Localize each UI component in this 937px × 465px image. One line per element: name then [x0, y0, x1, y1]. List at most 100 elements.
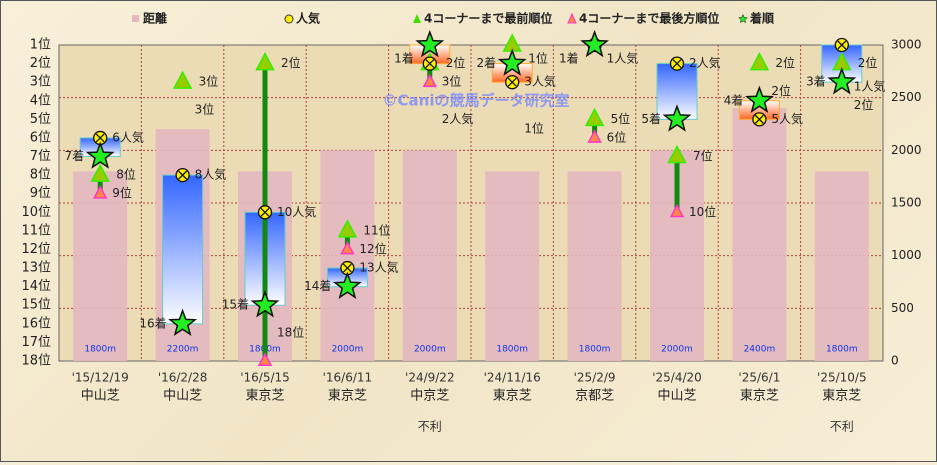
right-tick-label: 500 [891, 301, 914, 315]
x-tick-course: 東京芝 [328, 388, 367, 404]
triangle-marker [669, 203, 685, 218]
rear-position-label: 18位 [277, 325, 304, 340]
left-tick-label: 1位 [30, 38, 51, 53]
left-tick-label: 16位 [21, 316, 51, 331]
distance-label: 2000m [332, 345, 364, 355]
finish-label: 15着 [222, 297, 249, 312]
left-tick-label: 4位 [30, 93, 51, 108]
distance-bar [402, 150, 457, 361]
x-mark-icon [837, 40, 847, 50]
x-tick-date: '25/4/20 [652, 371, 702, 385]
legend-label: 4コーナーまで最前順位 [424, 11, 552, 26]
rear-position-label: 12位 [359, 241, 386, 256]
triangle-marker [337, 219, 358, 238]
star-icon [497, 48, 527, 76]
finish-label: 5着 [641, 111, 661, 126]
distance-label: 1800m [496, 345, 528, 355]
star-icon [744, 85, 774, 114]
left-tick-label: 3位 [30, 75, 51, 90]
triangle-marker [93, 185, 108, 199]
rear-position-label: 10位 [689, 204, 716, 219]
x-tick-course: 東京芝 [493, 388, 532, 404]
popularity-label: 5人気 [771, 111, 803, 126]
left-tick-label: 6位 [30, 130, 51, 145]
distance-label: 1800m [826, 345, 858, 355]
star-icon [580, 29, 610, 58]
distance-label: 2400m [744, 345, 776, 355]
left-tick-label: 17位 [21, 335, 51, 350]
popularity-label: 10人気 [277, 204, 316, 219]
triangle-marker [749, 51, 770, 71]
star-icon [662, 104, 692, 132]
star-icon [415, 29, 445, 58]
right-tick-label: 2000 [891, 143, 922, 157]
legend-label: 距離 [143, 11, 167, 26]
triangle-marker [257, 352, 273, 366]
distance-bar [73, 171, 128, 361]
x-tick-date: '16/6/11 [323, 371, 373, 385]
right-tick-label: 2500 [891, 90, 922, 104]
x-mark-icon [342, 263, 352, 273]
left-tick-label: 7位 [30, 149, 51, 164]
distance-bar [485, 171, 540, 361]
legend-star-icon [738, 13, 748, 24]
distance-label: 2000m [661, 345, 693, 355]
x-tick-course: 中山芝 [81, 388, 120, 404]
star-icon [332, 271, 362, 299]
rear-position-label: 6位 [607, 129, 627, 144]
finish-label: 4着 [724, 92, 744, 107]
star-icon [827, 67, 857, 95]
x-mark-icon [178, 170, 188, 180]
left-tick-label: 9位 [30, 186, 51, 201]
front-position-label: 2位 [775, 55, 795, 70]
finish-label: 3着 [806, 74, 826, 89]
legend-label: 人気 [296, 11, 320, 26]
x-tick-course: 京都芝 [575, 388, 614, 404]
rear-position-label: 3位 [195, 102, 215, 117]
left-tick-label: 5位 [30, 112, 51, 127]
x-mark-icon [425, 59, 435, 69]
popularity-label: 1人気 [854, 79, 886, 94]
front-position-label: 2位 [446, 55, 466, 70]
x-tick-date: '25/6/1 [738, 371, 780, 385]
legend-square-icon [132, 15, 139, 22]
left-tick-label: 8位 [30, 168, 51, 183]
distance-label: 2000m [414, 345, 446, 355]
distance-label: 1800m [579, 345, 611, 355]
x-tick-course: 東京芝 [822, 388, 861, 404]
popularity-label: 8人気 [195, 167, 227, 182]
right-tick-label: 1000 [891, 248, 922, 262]
x-tick-date: '25/2/9 [574, 371, 616, 385]
left-tick-label: 15位 [21, 298, 51, 313]
x-tick-date: '16/2/28 [158, 371, 208, 385]
x-tick-course: 東京芝 [740, 388, 779, 404]
popularity-label: 13人気 [359, 260, 398, 275]
star-icon [168, 308, 198, 337]
legend-triangle-icon [567, 12, 577, 24]
x-mark-icon [260, 207, 270, 217]
finish-label: 1着 [394, 51, 414, 66]
finish-label: 16着 [139, 315, 166, 330]
x-tick-date: '15/12/19 [72, 371, 129, 385]
distance-bar [320, 150, 375, 361]
legend-label: 着順 [749, 11, 775, 26]
race-note: 不利 [830, 420, 854, 434]
x-tick-course: 中山芝 [163, 388, 202, 404]
finish-label: 14着 [304, 278, 331, 293]
legend-triangle-icon [413, 14, 421, 23]
x-tick-course: 中山芝 [657, 388, 696, 404]
triangle-marker [172, 70, 193, 89]
triangle-marker [667, 144, 687, 164]
triangle-marker [340, 240, 355, 255]
right-tick-label: 0 [891, 354, 899, 368]
x-tick-date: '25/10/5 [817, 371, 867, 385]
legend-label: 4コーナーまで最後方順位 [579, 11, 719, 26]
popularity-finish-box [162, 174, 204, 325]
triangle-marker [587, 129, 602, 143]
x-tick-course: 東京芝 [245, 388, 284, 404]
distance-label: 1800m [84, 345, 116, 355]
popularity-label: 3人気 [524, 74, 556, 89]
left-tick-label: 10位 [21, 205, 51, 220]
left-tick-label: 13位 [21, 261, 51, 276]
